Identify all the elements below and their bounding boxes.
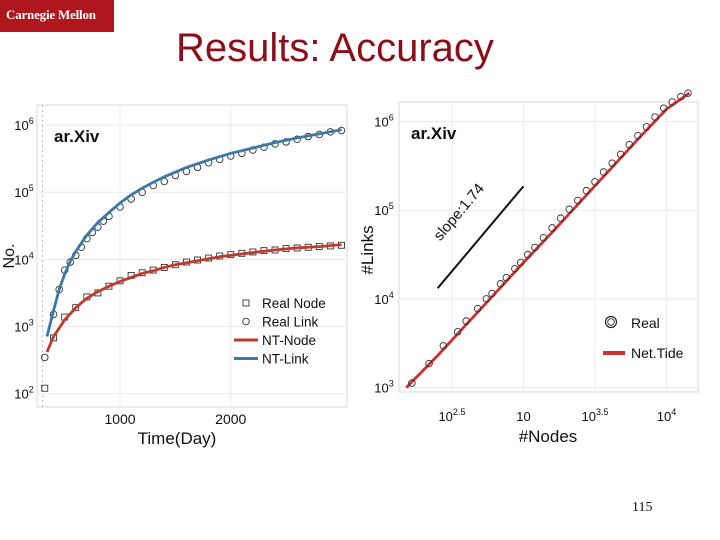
legend-label: NT-Link (262, 352, 309, 367)
gridlines (37, 105, 347, 407)
x-tick-label: 1000 (104, 411, 135, 427)
cmu-logo: Carnegie Mellon (0, 0, 114, 32)
data-point (462, 317, 470, 325)
chart-title: ar.Xiv (411, 124, 457, 143)
legend-key-outline (604, 315, 618, 329)
data-point (41, 353, 49, 362)
data-point (516, 258, 525, 267)
x-tick-label: 102.5 (438, 407, 465, 424)
data-point (677, 92, 685, 101)
x-tick-label: 10 (516, 409, 530, 424)
chart-time-vs-count: ar.Xiv 102 103 104 105 106 1000 2000 Time(Day) No… (1, 104, 348, 448)
x-tick-label: 103.5 (582, 407, 609, 424)
data-point (524, 250, 532, 259)
y-tick-label: 105 (374, 201, 393, 218)
data-point (482, 295, 491, 303)
y-axis-label: #Links (358, 225, 377, 274)
data-point (642, 123, 651, 131)
y-tick-label: 102 (14, 385, 33, 402)
gridlines (399, 102, 698, 392)
data-point (582, 186, 591, 195)
y-tick-label: 104 (374, 290, 393, 307)
data-point (608, 159, 616, 167)
series-real (408, 89, 692, 387)
data-point (473, 304, 482, 313)
y-tick-label: 106 (374, 113, 393, 130)
data-point (574, 196, 582, 205)
x-tick-label: 2000 (215, 411, 246, 427)
data-point (599, 168, 608, 176)
slope-reference-line (436, 185, 525, 289)
data-point (651, 113, 659, 121)
series-nt-node (45, 243, 342, 353)
legend-key (242, 299, 250, 307)
legend-key (242, 317, 250, 326)
legend-label: Real Node (262, 296, 326, 311)
data-point (502, 273, 511, 282)
y-tick-label: 103 (374, 379, 393, 396)
y-axis-label: No. (1, 244, 18, 269)
data-point (684, 89, 692, 97)
data-point (634, 131, 642, 140)
data-point (591, 178, 599, 186)
legend: Real Net.Tide (603, 315, 684, 361)
x-axis-label: #Nodes (519, 427, 578, 446)
x-axis-label: Time(Day) (138, 429, 217, 448)
data-point (616, 150, 625, 159)
plot-area (36, 104, 348, 408)
data-point (668, 98, 676, 106)
page-number: 115 (632, 500, 653, 515)
series-nt-link (45, 128, 342, 337)
data-point (425, 359, 433, 368)
legend-key (607, 318, 615, 326)
data-point (531, 243, 539, 252)
data-point (439, 342, 448, 350)
data-point (408, 379, 416, 387)
data-point (41, 384, 49, 392)
data-point (625, 140, 634, 149)
legend: Real Node Real Link NT-Node NT-Link (234, 296, 326, 367)
series-line (45, 243, 342, 353)
data-point (556, 214, 565, 222)
legend-label: NT-Node (262, 333, 316, 348)
data-point (72, 304, 80, 312)
x-tick-label: 104 (657, 407, 676, 424)
data-point (539, 233, 548, 242)
legend-label: Real (631, 315, 660, 331)
slide-title: Results: Accuracy (176, 26, 494, 70)
y-tick-label: 106 (14, 116, 33, 133)
legend-label: Real Link (262, 315, 319, 330)
logo-text: Carnegie Mellon (6, 7, 96, 22)
data-point (565, 205, 573, 214)
data-point (548, 224, 556, 232)
series-line (45, 128, 342, 337)
chart-nodes-vs-links: ar.Xiv 103 104 105 106 102.5 10 103.5 104 #Nodes #… (358, 89, 699, 446)
data-point (496, 280, 505, 288)
y-tick-label: 103 (14, 317, 33, 334)
data-point (511, 264, 519, 273)
chart-title: ar.Xiv (54, 127, 100, 146)
legend-label: Net.Tide (631, 345, 684, 361)
y-tick-label: 104 (14, 250, 33, 267)
y-tick-label: 105 (14, 183, 33, 200)
data-point (488, 289, 496, 298)
data-point (659, 104, 668, 112)
series-real-link (41, 126, 346, 362)
data-point (453, 327, 462, 336)
